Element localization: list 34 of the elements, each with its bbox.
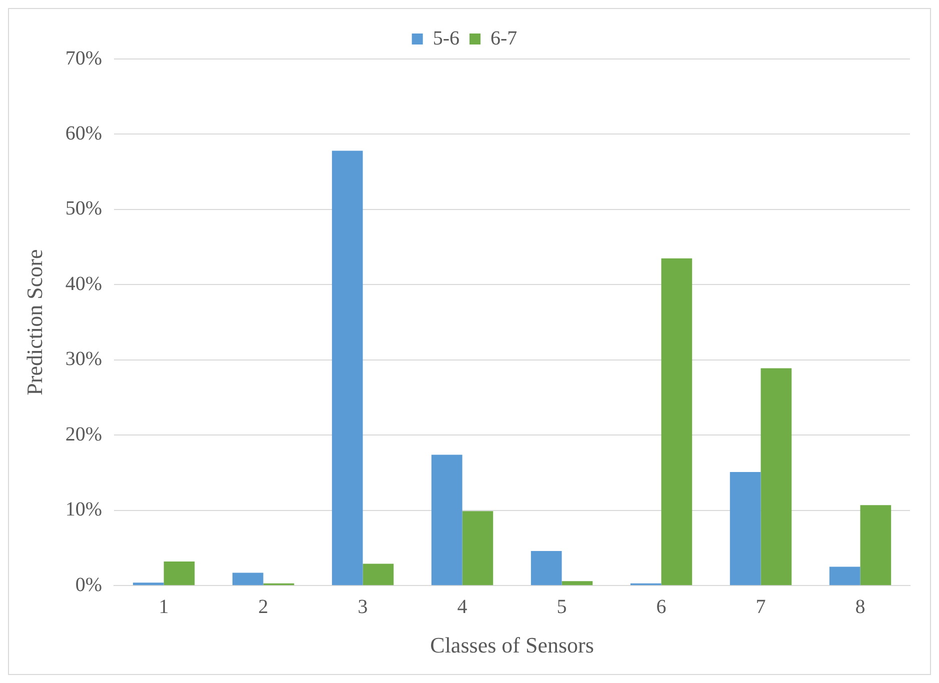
x-tick-label: 7 [756, 596, 766, 618]
x-tick-label: 8 [855, 596, 866, 618]
y-tick-label: 50% [65, 198, 102, 220]
y-tick-label: 20% [65, 423, 102, 446]
bar [164, 562, 195, 586]
y-tick-label: 10% [65, 498, 102, 521]
x-tick-label: 2 [258, 596, 268, 618]
bar [232, 572, 264, 586]
y-tick-label: 0% [75, 574, 102, 596]
bar [760, 368, 792, 586]
x-tick-label: 1 [158, 596, 169, 618]
bar [730, 472, 761, 586]
x-tick-label: 5 [556, 596, 567, 618]
bar [562, 581, 593, 586]
y-tick-label: 60% [65, 122, 102, 144]
bar [132, 582, 164, 586]
bar [431, 454, 462, 586]
x-tick-label: 3 [358, 596, 368, 618]
legend-label: 6-7 [490, 27, 518, 50]
bar [462, 511, 494, 586]
x-tick-label: 4 [457, 596, 468, 618]
bar [530, 550, 562, 586]
y-tick-label: 30% [65, 348, 102, 370]
bar [362, 564, 394, 586]
y-axis-title: Prediction Score [22, 249, 47, 396]
y-tick-label: 70% [65, 47, 102, 70]
bar [860, 505, 892, 586]
bar [829, 566, 860, 586]
x-axis-title: Classes of Sensors [430, 632, 594, 658]
legend-label: 5-6 [432, 27, 460, 50]
bar [332, 150, 363, 586]
y-tick-label: 40% [65, 272, 102, 295]
bar [661, 258, 692, 586]
x-tick-label: 6 [656, 596, 666, 618]
